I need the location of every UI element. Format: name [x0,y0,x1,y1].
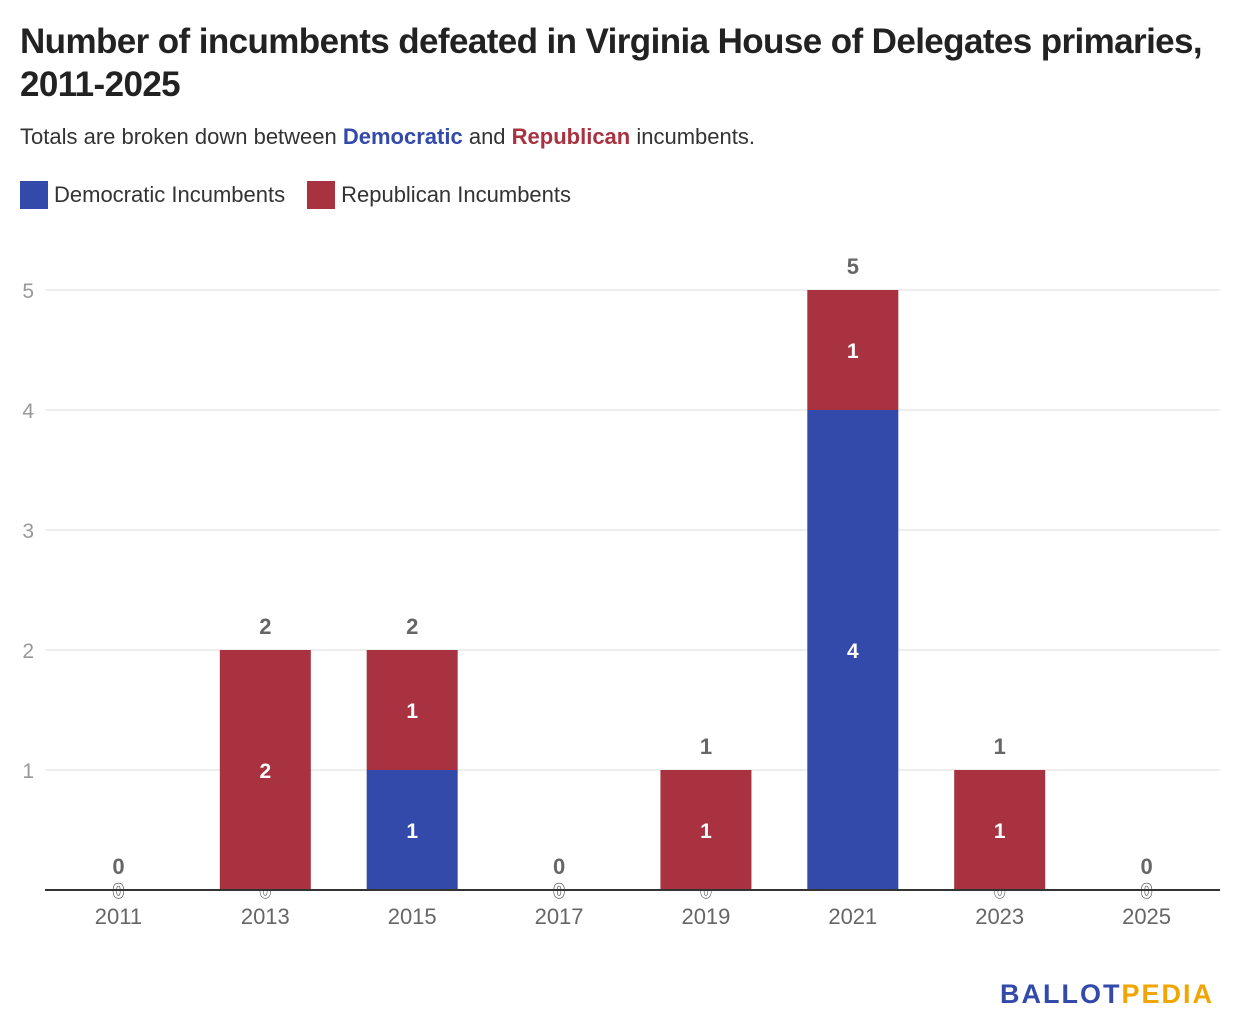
bar-segment-label: 0 [113,880,125,903]
legend-item-republican[interactable]: Republican Incumbents [307,181,571,209]
bar-segment [366,650,458,770]
chart-legend: Democratic Incumbents Republican Incumbe… [20,181,593,209]
bar-segment-label: 2 [259,760,271,783]
x-tick-label: 2017 [535,904,584,929]
bar-segment [807,410,899,890]
subtitle-text-after: incumbents. [630,124,755,149]
bar-total-label: 2 [259,614,271,639]
x-tick-label: 2025 [1122,904,1171,929]
bar-segment-label: 1 [406,700,418,723]
chart-subtitle: Totals are broken down between Democrati… [20,124,755,150]
bar-total-label: 1 [994,734,1006,759]
bar-segment-label: 1 [406,820,418,843]
bar-total-label: 1 [700,734,712,759]
bar-segment-label: 0 [113,880,125,903]
bar-total-label: 0 [1140,854,1152,879]
x-tick-label: 2013 [241,904,290,929]
bar-segment-label: 0 [553,880,565,903]
bar-total-label: 2 [406,614,418,639]
y-tick-label: 5 [22,280,34,303]
x-tick-label: 2011 [95,904,142,929]
y-tick-label: 4 [22,400,34,423]
bar-total-label: 0 [553,854,565,879]
legend-swatch-republican [307,181,336,209]
y-tick-label: 3 [22,520,34,543]
bar-segment-label: 1 [847,340,859,363]
bar-segment [366,770,458,890]
bar-segment-label: 4 [847,640,859,663]
bar-segment [807,290,899,410]
y-tick-label: 2 [22,640,34,663]
x-tick-label: 2023 [975,904,1024,929]
subtitle-text-middle: and [462,124,512,149]
x-tick-label: 2015 [388,904,437,929]
bar-segment-label: 0 [1141,880,1153,903]
bar-segment-label: 1 [994,820,1006,843]
legend-label-democratic: Democratic Incumbents [54,182,286,207]
bar-segment-label: 0 [553,880,565,903]
legend-item-democratic[interactable]: Democratic Incumbents [20,181,285,209]
subtitle-text-before: Totals are broken down between [20,124,343,149]
bar-total-label: 0 [112,854,124,879]
bar-segment-label: 0 [1141,880,1153,903]
bar-segment [660,770,752,890]
bar-segment [219,650,311,890]
chart-title: Number of incumbents defeated in Virgini… [20,22,1203,104]
subtitle-republican: Republican [511,124,631,149]
x-tick-label: 2019 [681,904,730,929]
legend-swatch-democratic [20,181,48,209]
bar-total-label: 5 [847,254,859,279]
ballotpedia-logo: BALLOTPEDIA [1000,979,1214,1010]
logo-part-pedia: PEDIA [1121,979,1214,1009]
x-tick-label: 2021 [828,904,877,929]
logo-part-ballot: BALLOT [999,979,1122,1009]
y-tick-label: 1 [22,760,34,783]
bar-segment [954,770,1046,890]
bar-segment-label: 1 [700,820,712,843]
subtitle-democratic: Democratic [342,124,463,149]
legend-label-republican: Republican Incumbents [341,182,572,207]
